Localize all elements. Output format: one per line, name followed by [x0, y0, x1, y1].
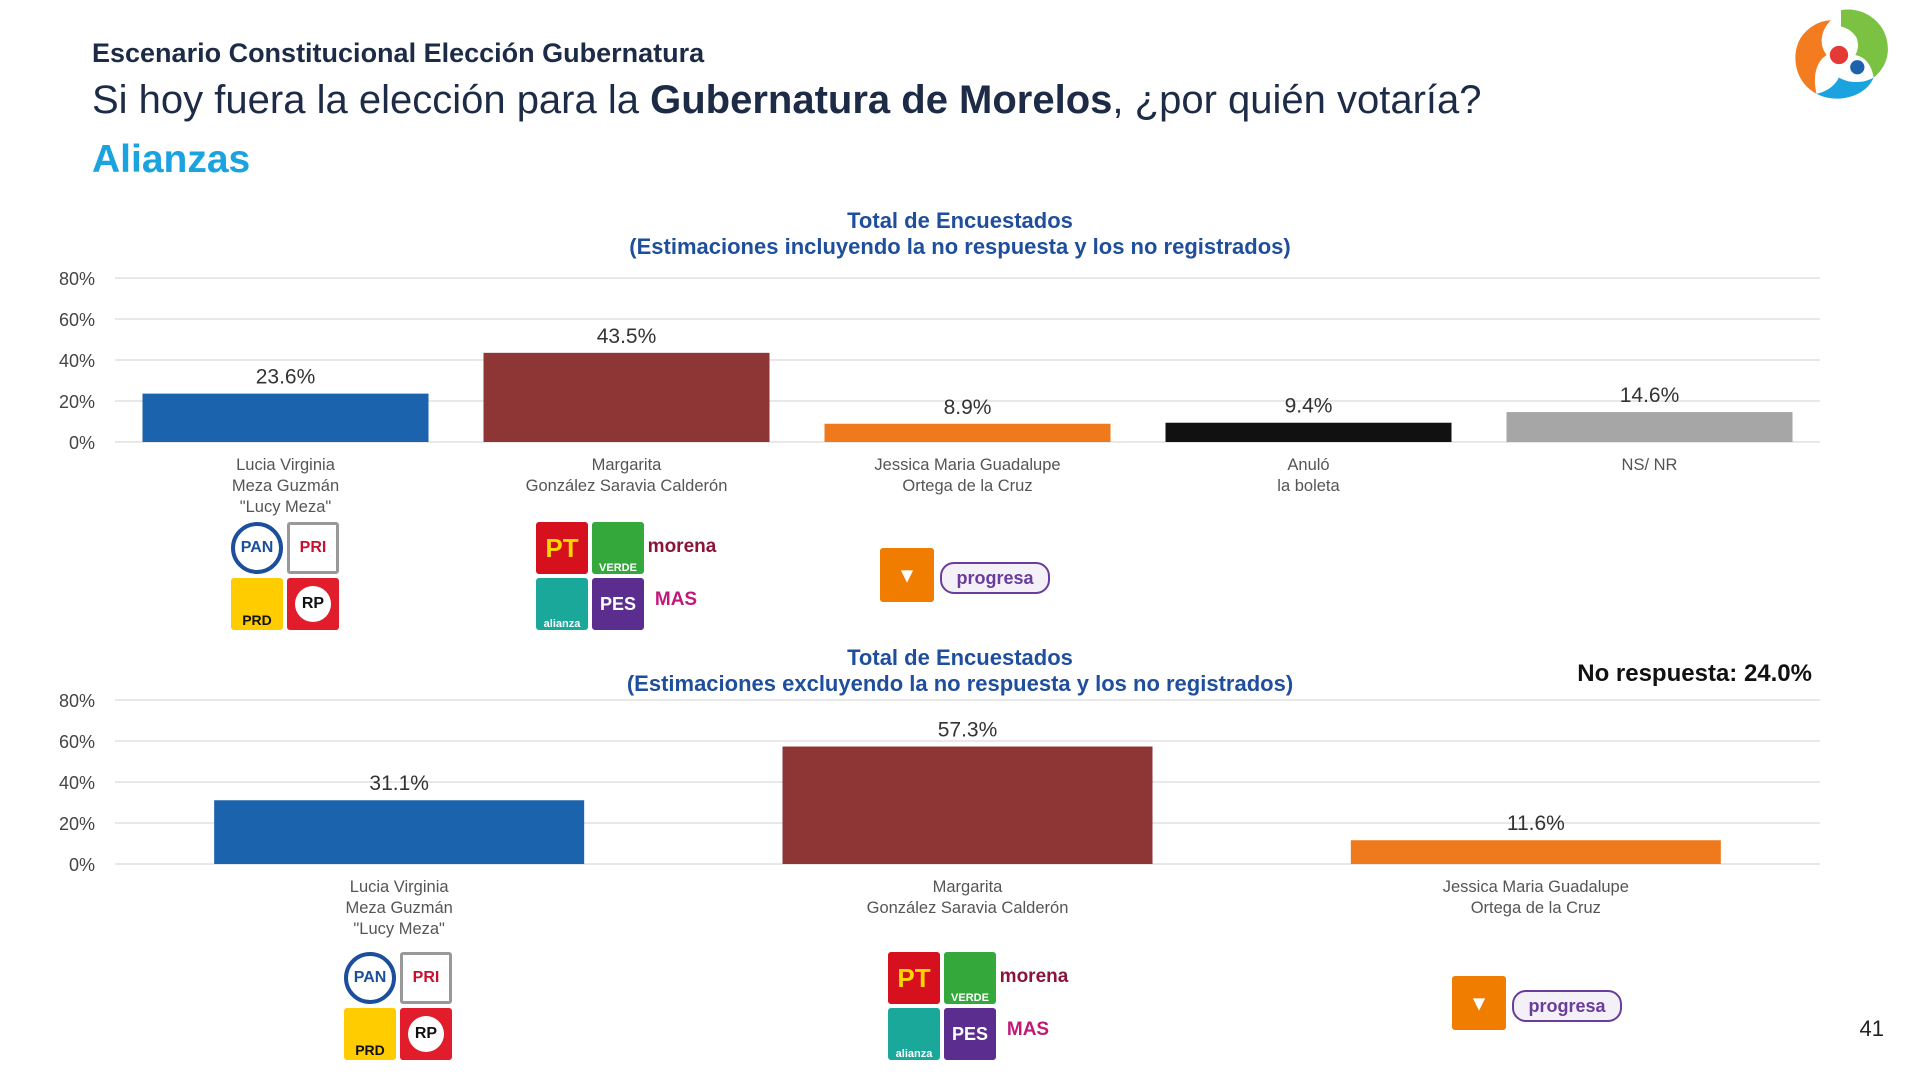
logos-jessica: ▾ progresa [880, 548, 1050, 604]
question-text-end: , ¿por quién votaría? [1112, 78, 1482, 122]
no-response-note: No respuesta: 24.0% [1577, 660, 1812, 687]
logos-lucy-meza-2: PAN PRI PRD RP [344, 952, 452, 1060]
y-tick-label: 20% [59, 392, 95, 412]
movimiento-ciudadano-logo-icon: ▾ [880, 548, 934, 602]
question-text-start: Si hoy fuera la elección para la [92, 78, 651, 122]
logos-lucy-meza: PAN PRI PRD RP [231, 522, 339, 630]
category-label: la boleta [1277, 477, 1340, 495]
slide-question: Si hoy fuera la elección para la Guberna… [92, 78, 1482, 123]
morena-logo-icon: morena [647, 536, 717, 557]
data-label: 14.6% [1620, 384, 1680, 407]
rp-logo-icon: RP [287, 578, 339, 630]
logos-jessica-2: ▾ progresa [1452, 976, 1622, 1032]
mas-logo-icon: MAS [1006, 1019, 1050, 1040]
data-label: 43.5% [597, 325, 657, 348]
category-label: Jessica Maria Guadalupe [874, 456, 1060, 474]
verde-logo-icon: VERDE [944, 952, 996, 1004]
category-label: Anuló [1287, 456, 1329, 474]
chart2-title-line: Total de Encuestados [847, 645, 1073, 670]
pes-logo-icon: PES [944, 1008, 996, 1060]
page-number: 41 [1859, 1016, 1884, 1041]
question-text-bold: Gubernatura de Morelos [650, 78, 1113, 122]
category-label: Meza Guzmán [232, 477, 339, 495]
chart1-title: Total de Encuestados (Estimaciones inclu… [490, 208, 1430, 260]
pt-logo-icon: PT [888, 952, 940, 1004]
pri-logo-icon: PRI [287, 522, 339, 574]
category-label: González Saravia Calderón [526, 477, 728, 495]
category-label: Lucia Virginia [236, 456, 336, 474]
prd-logo-icon: PRD [231, 578, 283, 630]
data-label: 9.4% [1285, 395, 1333, 418]
pan-logo-icon: PAN [231, 522, 283, 574]
rp-logo-icon: RP [400, 1008, 452, 1060]
alianza-logo-icon: alianza [888, 1008, 940, 1060]
chart1-title-line: Total de Encuestados [847, 208, 1073, 233]
movimiento-ciudadano-logo-icon: ▾ [1452, 976, 1506, 1030]
alianza-logo-icon: alianza [536, 578, 588, 630]
bar [1165, 422, 1452, 442]
pri-logo-icon: PRI [400, 952, 452, 1004]
brand-logo-icon [1795, 9, 1888, 99]
prd-logo-icon: PRD [344, 1008, 396, 1060]
bar [1506, 412, 1793, 442]
category-label: Ortega de la Cruz [902, 477, 1032, 495]
progresa-logo-icon: progresa [940, 562, 1050, 594]
y-tick-label: 0% [69, 433, 95, 453]
chart2-subtitle: (Estimaciones excluyendo la no respuesta… [626, 671, 1294, 696]
morena-logo-icon: morena [999, 966, 1069, 987]
category-label: "Lucy Meza" [240, 498, 332, 516]
pan-logo-icon: PAN [344, 952, 396, 1004]
y-tick-label: 60% [59, 310, 95, 330]
logos-margarita-2: PT VERDE morena alianza PES MAS [888, 952, 1068, 1060]
bar [824, 423, 1111, 442]
progresa-logo-icon: progresa [1512, 990, 1622, 1022]
verde-logo-icon: VERDE [592, 522, 644, 574]
y-tick-label: 40% [59, 351, 95, 371]
y-tick-label: 80% [59, 269, 95, 289]
bar [142, 393, 429, 442]
category-label: Margarita [592, 456, 663, 474]
chart2-title: Total de Encuestados (Estimaciones exclu… [490, 645, 1430, 697]
pes-logo-icon: PES [592, 578, 644, 630]
pt-logo-icon: PT [536, 522, 588, 574]
logos-margarita: PT VERDE morena alianza PES MAS [536, 522, 716, 630]
mas-logo-icon: MAS [654, 589, 698, 610]
data-label: 8.9% [944, 396, 992, 419]
category-label: NS/ NR [1622, 456, 1678, 474]
data-label: 23.6% [256, 366, 316, 389]
slide-kicker: Escenario Constitucional Elección Gubern… [92, 38, 705, 68]
bar [483, 352, 770, 442]
section-title: Alianzas [92, 138, 251, 181]
chart1-subtitle: (Estimaciones incluyendo la no respuesta… [629, 234, 1291, 259]
